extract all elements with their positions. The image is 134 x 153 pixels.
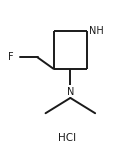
Text: F: F xyxy=(8,52,14,62)
Text: HCl: HCl xyxy=(58,133,76,143)
Text: N: N xyxy=(67,87,74,97)
Text: NH: NH xyxy=(89,26,104,36)
